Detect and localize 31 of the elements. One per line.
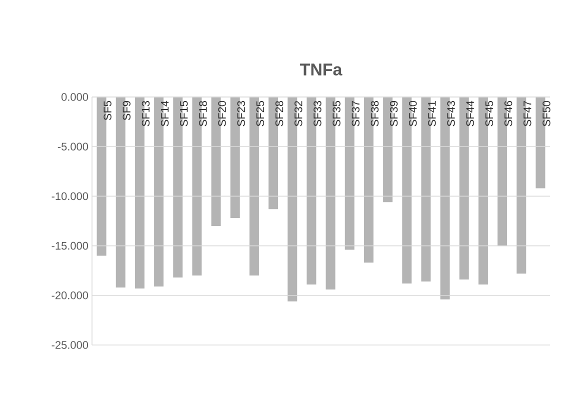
- x-tick-label: SF50: [542, 100, 550, 126]
- x-tick-label: SF41: [428, 101, 436, 126]
- x-tick-label: SF14: [160, 100, 169, 126]
- y-tick-label: -5.000: [58, 142, 88, 150]
- x-tick-label: SF25: [256, 100, 264, 126]
- x-tick-label: SF18: [199, 101, 207, 126]
- x-tick-label: SF43: [447, 101, 455, 126]
- x-tick-label: SF44: [466, 100, 474, 126]
- x-tick-label: SF13: [142, 101, 150, 126]
- x-tick-label: SF38: [370, 101, 379, 126]
- x-tick-label: SF46: [504, 101, 512, 126]
- x-tick-label: SF20: [218, 100, 226, 126]
- x-tick-label: SF35: [332, 100, 340, 126]
- y-tick-label: -25.000: [52, 341, 88, 349]
- x-tick-label: SF32: [294, 101, 302, 126]
- x-tick-label: SF47: [524, 101, 532, 126]
- y-tick-label: -10.000: [52, 192, 88, 200]
- x-tick-label: SF39: [390, 101, 398, 126]
- y-tick-label: -20.000: [52, 292, 88, 300]
- x-tick-label: SF5: [104, 100, 112, 120]
- x-tick-label: SF40: [409, 100, 417, 126]
- x-tick-label: SF37: [352, 101, 360, 126]
- x-tick-label: SF15: [180, 100, 188, 126]
- x-tick-label: SF33: [314, 101, 322, 126]
- x-tick-label: SF9: [122, 101, 131, 120]
- chart-title: TNFa: [300, 64, 342, 76]
- x-tick-label: SF45: [485, 100, 494, 126]
- y-tick-label: -15.000: [52, 242, 88, 250]
- x-tick-label: SF28: [275, 101, 284, 126]
- y-tick-label: 0.000: [61, 93, 88, 101]
- x-tick-label: SF23: [237, 101, 246, 126]
